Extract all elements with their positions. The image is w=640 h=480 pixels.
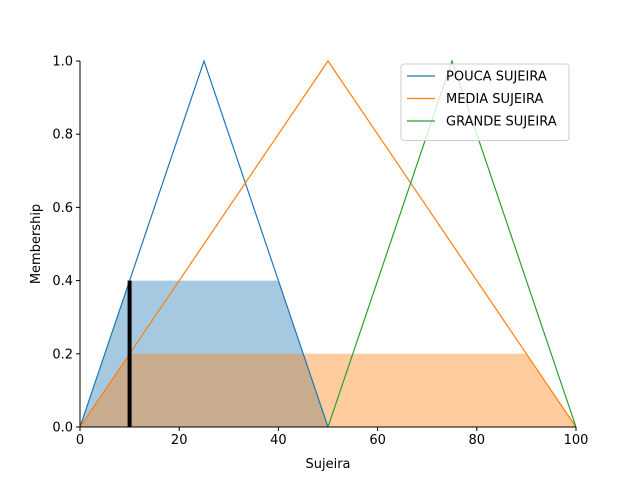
x-tick-label: 80 (469, 433, 486, 448)
x-tick-label: 0 (76, 433, 84, 448)
legend: POUCA SUJEIRA MEDIA SUJEIRA GRANDE SUJEIRA (400, 63, 570, 141)
legend-label-grande-sujeira: GRANDE SUJEIRA (446, 115, 557, 130)
legend-label-media-sujeira: MEDIA SUJEIRA (446, 92, 543, 107)
series-line-pouca-sujeira (79, 59, 329, 428)
y-axis-label: Membership (29, 204, 44, 284)
y-tick-label: 0.0 (52, 421, 73, 436)
x-tick-label: 40 (270, 433, 287, 448)
x-tick-label: 20 (171, 433, 188, 448)
axes (79, 61, 576, 428)
series-line-media-sujeira (79, 59, 577, 428)
x-tick-label: 100 (564, 433, 589, 448)
activation-area-pouca-sujeira (80, 280, 328, 427)
legend-box (400, 63, 570, 141)
y-tick-label: 0.6 (52, 201, 73, 216)
x-tick-label: 60 (369, 433, 386, 448)
y-tick-label: 1.0 (52, 55, 73, 70)
activation-fills (80, 280, 576, 427)
y-ticks: 0.0 0.2 0.4 0.6 0.8 1.0 (52, 55, 80, 436)
y-tick-label: 0.4 (52, 274, 73, 289)
series-line-grande-sujeira (327, 59, 577, 428)
x-axis-label: Sujeira (305, 457, 350, 472)
activation-area-media-sujeira (80, 353, 576, 427)
y-tick-label: 0.8 (52, 128, 73, 143)
legend-label-pouca-sujeira: POUCA SUJEIRA (446, 70, 547, 85)
y-tick-label: 0.2 (52, 347, 73, 362)
x-ticks: 0 20 40 60 80 100 (76, 427, 589, 448)
membership-lines (79, 59, 577, 428)
